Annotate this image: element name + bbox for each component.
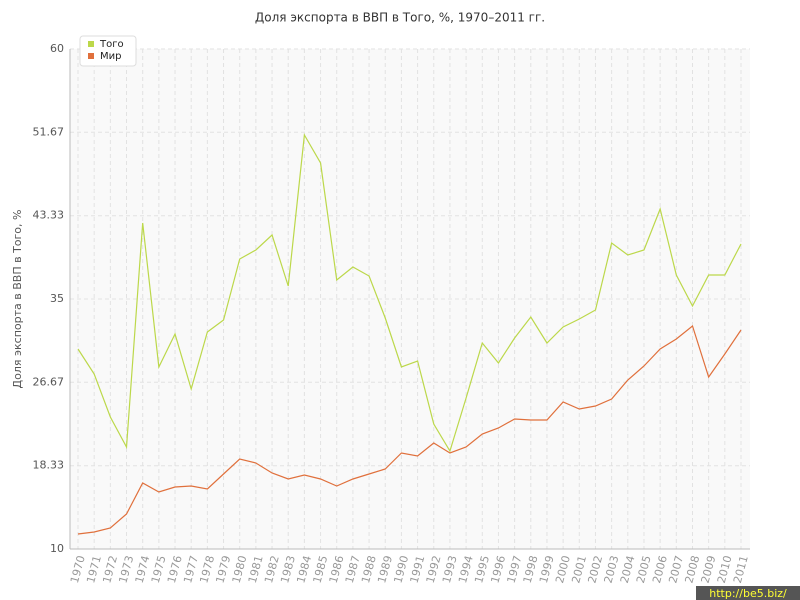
- y-tick-label: 18.33: [33, 459, 65, 472]
- legend-label: Мир: [100, 51, 121, 62]
- y-tick-label: 35: [50, 292, 64, 305]
- y-tick-label: 10: [50, 542, 64, 555]
- chart-title: Доля экспорта в ВВП в Того, %, 1970–2011…: [255, 11, 545, 25]
- legend-swatch: [88, 41, 94, 47]
- watermark-bg: [696, 586, 800, 600]
- y-tick-label: 43.33: [33, 209, 65, 222]
- series-line: [77, 324, 742, 535]
- legend-label: Того: [99, 39, 124, 50]
- y-tick-label: 26.67: [33, 375, 65, 388]
- lines: [77, 133, 742, 535]
- y-axis-label: Доля экспорта в ВВП в Того, %: [11, 210, 24, 389]
- legend-swatch: [88, 53, 94, 59]
- series-line: [77, 133, 742, 453]
- y-tick-label: 51.67: [33, 125, 65, 138]
- watermark: http://be5.biz/: [709, 587, 787, 600]
- y-tick-label: 60: [50, 42, 64, 55]
- grid: [70, 48, 750, 550]
